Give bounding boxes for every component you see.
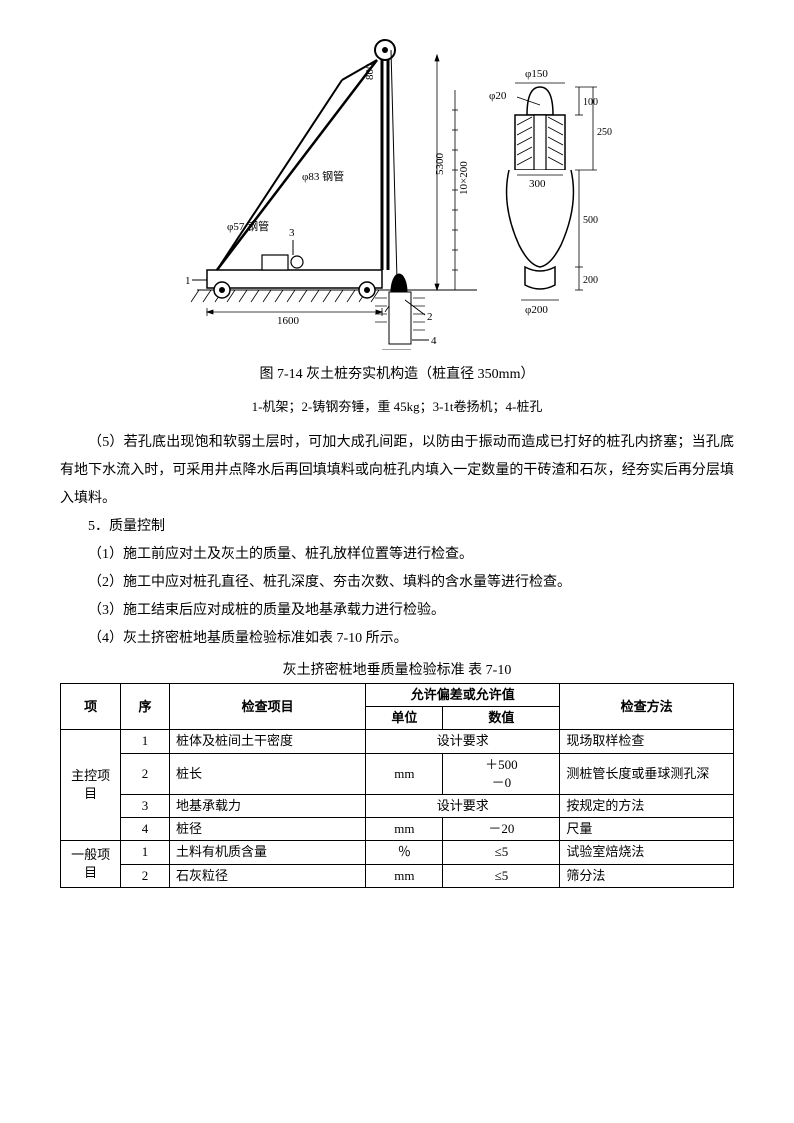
cell: 地基承载力	[169, 794, 365, 817]
cell: 3	[121, 794, 170, 817]
para-q3: （3）施工结束后应对成桩的质量及地基承载力进行检验。	[60, 597, 734, 625]
label-3: 3	[289, 227, 295, 239]
cell: 2	[121, 753, 170, 794]
cell: 2	[121, 864, 170, 887]
label-phi83: φ83 钢管	[302, 169, 344, 183]
cell: ≤5	[443, 841, 560, 864]
para-5: （5）若孔底出现饱和软弱土层时，可加大成孔间距，以防由于振动而造成已打好的桩孔内…	[60, 429, 734, 513]
cell: 筛分法	[560, 864, 734, 887]
label-2: 2	[427, 311, 433, 323]
figure-diagram: 1 2 3 4 1600 400 5300 10×200	[60, 30, 734, 355]
cell: 1	[121, 730, 170, 753]
label-phi57: φ57 钢管	[227, 219, 269, 233]
th-val: 数值	[443, 707, 560, 730]
label-4: 4	[431, 335, 437, 347]
inspection-table: 项 序 检查项目 允许偏差或允许值 检查方法 单位 数值 主控项目 1 桩体及桩…	[60, 683, 734, 888]
th-seq: 序	[121, 684, 170, 730]
th-item: 项	[61, 684, 121, 730]
dim-800: 800	[364, 63, 376, 80]
cell: 桩长	[169, 753, 365, 794]
dim-1600: 1600	[277, 315, 300, 327]
cell: 设计要求	[366, 730, 560, 753]
th-tol: 允许偏差或允许值	[366, 684, 560, 707]
cell: ＋500 －0	[443, 753, 560, 794]
figure-caption: 图 7-14 灰土桩夯实机构造（桩直径 350mm）	[60, 363, 734, 383]
section-5-title: 5．质量控制	[60, 513, 734, 541]
cell: 测桩管长度或垂球测孔深	[560, 753, 734, 794]
cell: 按规定的方法	[560, 794, 734, 817]
cell: －20	[443, 818, 560, 841]
dim-100: 100	[583, 97, 598, 108]
dim-10x200: 10×200	[458, 161, 470, 195]
cell: 石灰粒径	[169, 864, 365, 887]
cell: 桩体及桩间土干密度	[169, 730, 365, 753]
label-phi20: φ20	[489, 90, 507, 102]
diagram-svg: 1 2 3 4 1600 400 5300 10×200	[177, 30, 617, 350]
th-method: 检查方法	[560, 684, 734, 730]
dim-250: 250	[597, 127, 612, 138]
label-1: 1	[185, 275, 191, 287]
cell: 土料有机质含量	[169, 841, 365, 864]
para-q1: （1）施工前应对土及灰土的质量、桩孔放样位置等进行检查。	[60, 541, 734, 569]
cell: mm	[366, 818, 443, 841]
cell: 设计要求	[366, 794, 560, 817]
dim-500: 500	[583, 215, 598, 226]
cell: ％	[366, 841, 443, 864]
figure-legend: 1-机架；2-铸钢夯锤，重 45kg；3-1t卷扬机；4-桩孔	[60, 396, 734, 415]
dim-200b: 200	[583, 275, 598, 286]
para-q2: （2）施工中应对桩孔直径、桩孔深度、夯击次数、填料的含水量等进行检查。	[60, 569, 734, 597]
dim-5300: 5300	[434, 153, 446, 176]
para-q4: （4）灰土挤密桩地基质量检验标准如表 7-10 所示。	[60, 625, 734, 653]
cell: mm	[366, 753, 443, 794]
cell: 4	[121, 818, 170, 841]
cell: mm	[366, 864, 443, 887]
cell: 桩径	[169, 818, 365, 841]
th-check: 检查项目	[169, 684, 365, 730]
th-unit: 单位	[366, 707, 443, 730]
table-title: 灰土挤密桩地垂质量检验标准 表 7-10	[60, 659, 734, 679]
label-phi200: φ200	[525, 304, 548, 316]
group-main: 主控项目	[61, 730, 121, 841]
cell: 1	[121, 841, 170, 864]
cell: 现场取样检查	[560, 730, 734, 753]
cell: 尺量	[560, 818, 734, 841]
cell: 试验室焙烧法	[560, 841, 734, 864]
label-phi150: φ150	[525, 68, 548, 80]
cell: ≤5	[443, 864, 560, 887]
group-general: 一般项目	[61, 841, 121, 887]
dim-300: 300	[529, 178, 546, 190]
